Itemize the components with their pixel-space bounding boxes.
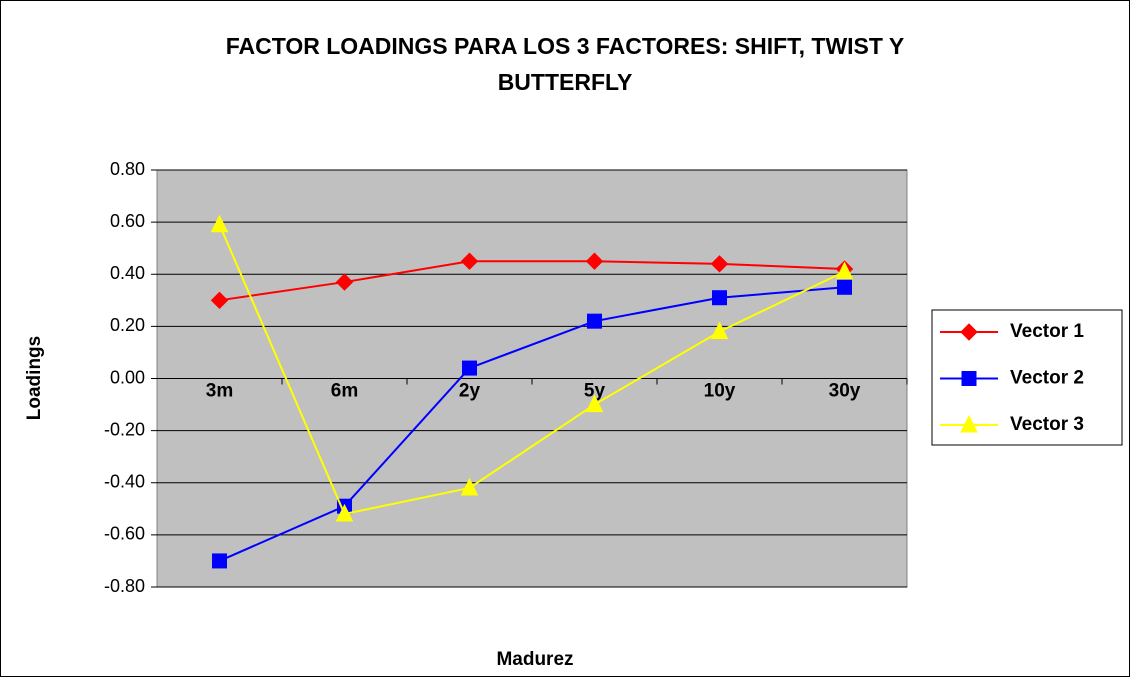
marker: [335, 503, 354, 522]
x-tick-label: 30y: [829, 381, 861, 402]
marker: [960, 323, 978, 341]
marker: [335, 273, 354, 291]
marker: [587, 313, 602, 329]
marker: [710, 321, 729, 340]
legend-label: Vector 2: [1010, 368, 1084, 389]
marker: [210, 214, 229, 233]
marker: [460, 252, 479, 270]
marker: [961, 371, 977, 386]
y-tick-label: 0.40: [110, 263, 145, 283]
marker: [212, 553, 227, 569]
series-line: [219, 260, 845, 302]
x-tick-label: 5y: [584, 381, 606, 402]
marker: [835, 261, 854, 280]
y-tick-label: 0.20: [110, 315, 145, 335]
marker: [712, 290, 727, 306]
y-tick-label: -0.80: [104, 576, 145, 596]
x-tick-label: 3m: [206, 381, 233, 402]
y-tick-label: 0.60: [110, 211, 145, 231]
x-tick-label: 10y: [704, 381, 736, 402]
y-tick-label: -0.40: [104, 472, 145, 492]
x-tick-label: 6m: [331, 381, 358, 402]
marker: [585, 394, 604, 413]
marker: [210, 291, 229, 310]
y-tick-label: -0.60: [104, 524, 145, 544]
series-line: [219, 286, 845, 562]
legend-label: Vector 1: [1010, 321, 1084, 342]
series-line: [218, 224, 845, 516]
chart-title: FACTOR LOADINGS PARA LOS 3 FACTORES: SHI…: [225, 33, 905, 95]
marker: [460, 477, 479, 496]
marker: [837, 279, 852, 295]
marker: [585, 252, 604, 270]
legend-label: Vector 3: [1010, 414, 1084, 435]
marker: [462, 360, 477, 376]
y-axis-label: Loadings: [24, 336, 45, 420]
y-tick-label: 0.00: [110, 367, 145, 387]
marker: [960, 414, 978, 433]
x-axis-label: Madurez: [496, 649, 573, 670]
y-tick-label: -0.20: [104, 419, 145, 439]
marker: [710, 255, 729, 273]
x-tick-label: 2y: [459, 381, 481, 402]
y-tick-label: 0.80: [110, 159, 145, 179]
